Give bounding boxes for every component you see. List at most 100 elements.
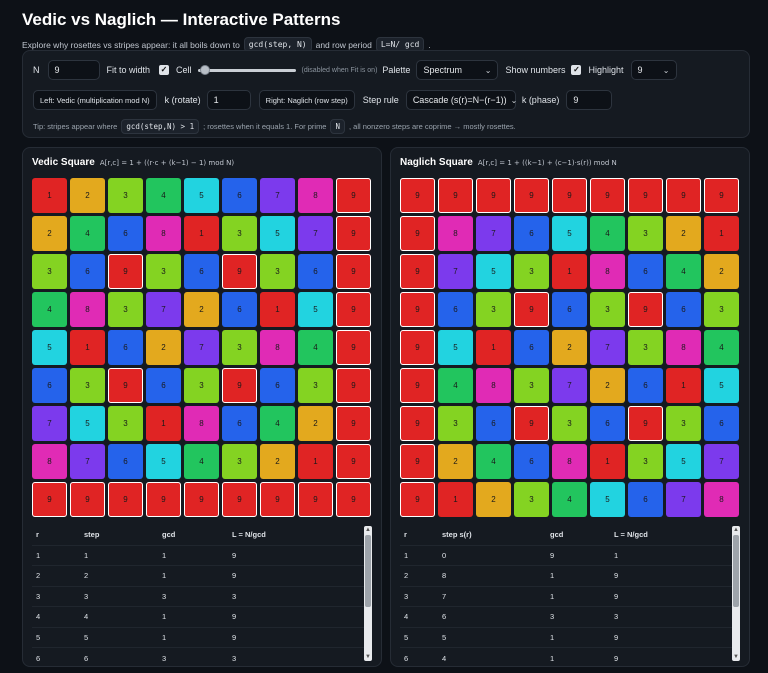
grid-cell: 3: [628, 444, 663, 479]
table-cell: 1: [80, 544, 158, 566]
grid-cell: 5: [704, 368, 739, 403]
grid-cell: 5: [298, 292, 333, 327]
table-cell: 5: [80, 626, 158, 648]
grid-cell: 2: [70, 178, 105, 213]
table-cell: 6: [400, 647, 438, 662]
grid-cell: 5: [666, 444, 701, 479]
table-cell: 1: [158, 544, 228, 566]
grid-cell: 3: [222, 444, 257, 479]
grid-cell: 8: [666, 330, 701, 365]
cell-slider-track: [197, 69, 296, 72]
grid-cell: 3: [552, 406, 587, 441]
grid-cell: 6: [70, 254, 105, 289]
fit-to-width-label: Fit to width: [106, 65, 151, 75]
show-numbers-label: Show numbers: [505, 65, 566, 75]
grid-cell: 2: [476, 482, 511, 517]
chevron-down-icon: ⌄: [484, 65, 492, 75]
scroll-down-icon[interactable]: ▼: [733, 654, 739, 660]
grid-cell: 2: [146, 330, 181, 365]
grid-cell: 6: [590, 406, 625, 441]
table-cell: 1: [546, 565, 610, 586]
scrollbar-thumb[interactable]: [365, 535, 371, 607]
grid-cell: 7: [438, 254, 473, 289]
column-header-step: step s(r): [442, 530, 472, 540]
grid-cell: 9: [336, 330, 371, 365]
grid-cell: 3: [666, 406, 701, 441]
highlight-select[interactable]: 9 ⌄: [630, 60, 677, 80]
grid-cell: 8: [476, 368, 511, 403]
grid-cell: 2: [438, 444, 473, 479]
scroll-up-icon[interactable]: ▲: [365, 527, 371, 533]
grid-cell: 3: [476, 292, 511, 327]
naglich-square-title: Naglich Square: [400, 157, 473, 168]
grid-cell: 9: [336, 216, 371, 251]
table-cell: 1: [32, 544, 80, 566]
table-header-row: r step gcd L = N/gcd: [32, 525, 364, 545]
vedic-table-scrollbar[interactable]: ▲ ▼: [364, 526, 372, 661]
cell-slider-thumb[interactable]: [199, 65, 210, 75]
grid-cell: 8: [184, 406, 219, 441]
tip-text-3: , all nonzero steps are coprime → mostly…: [349, 122, 516, 131]
table-cell: 5: [438, 626, 546, 648]
grid-cell: 6: [514, 216, 549, 251]
grid-cell: 2: [298, 406, 333, 441]
palette-select[interactable]: Spectrum ⌄: [416, 60, 499, 80]
grid-cell: 7: [70, 444, 105, 479]
scroll-down-icon[interactable]: ▼: [365, 654, 371, 660]
grid-cell: 4: [298, 330, 333, 365]
chevron-down-icon: ⌄: [662, 65, 670, 75]
table-cell: 6: [32, 647, 80, 662]
scrollbar-thumb[interactable]: [733, 535, 739, 607]
grid-cell: 9: [336, 444, 371, 479]
table-cell: 3: [158, 647, 228, 662]
step-rule-select-value: Cascade (s(r)=N−(r−1)): [412, 95, 507, 105]
grid-cell: 9: [400, 330, 435, 365]
grid-cell: 6: [298, 254, 333, 289]
table-cell: 3: [80, 585, 158, 607]
grid-cell: 9: [108, 368, 143, 403]
table-cell: 3: [228, 585, 364, 607]
cell-size-slider[interactable]: [197, 65, 296, 75]
grid-cell: 6: [184, 254, 219, 289]
table-cell: 4: [32, 606, 80, 627]
k-phase-label: k (phase): [521, 95, 560, 105]
table-cell: 0: [438, 544, 546, 566]
grid-cell: 9: [400, 216, 435, 251]
k-rotate-input[interactable]: 1: [206, 90, 251, 110]
grid-cell: 9: [590, 178, 625, 213]
grid-cell: 6: [514, 444, 549, 479]
grid-cell: 2: [666, 216, 701, 251]
grid-cell: 7: [476, 216, 511, 251]
k-phase-input[interactable]: 9: [566, 90, 613, 110]
grid-cell: 4: [260, 406, 295, 441]
grid-cell: 1: [552, 254, 587, 289]
grid-cell: 6: [222, 178, 257, 213]
fit-to-width-checkbox[interactable]: ✓: [159, 65, 170, 75]
vedic-panel: Vedic Square A[r,c] = 1 + ((r·c + (k−1) …: [22, 147, 382, 667]
grid-cell: 2: [184, 292, 219, 327]
grid-cell: 2: [552, 330, 587, 365]
table-cell: 1: [546, 585, 610, 607]
grid-cell: 8: [704, 482, 739, 517]
naglich-table-scrollbar[interactable]: ▲ ▼: [732, 526, 740, 661]
grid-cell: 3: [590, 292, 625, 327]
step-rule-select[interactable]: Cascade (s(r)=N−(r−1)) ⌄: [405, 90, 517, 110]
grid-cell: 5: [476, 254, 511, 289]
grid-cell: 4: [590, 216, 625, 251]
grid-cell: 6: [222, 292, 257, 327]
grid-cell: 3: [32, 254, 67, 289]
show-numbers-checkbox[interactable]: ✓: [571, 65, 582, 75]
grid-cell: 8: [552, 444, 587, 479]
grid-cell: 6: [476, 406, 511, 441]
grid-cell: 6: [108, 330, 143, 365]
scroll-up-icon[interactable]: ▲: [733, 527, 739, 533]
table-cell: 1: [546, 626, 610, 648]
grid-cell: 8: [438, 216, 473, 251]
table-cell: 9: [610, 585, 732, 607]
grid-cell: 2: [260, 444, 295, 479]
n-input[interactable]: 9: [47, 60, 100, 80]
